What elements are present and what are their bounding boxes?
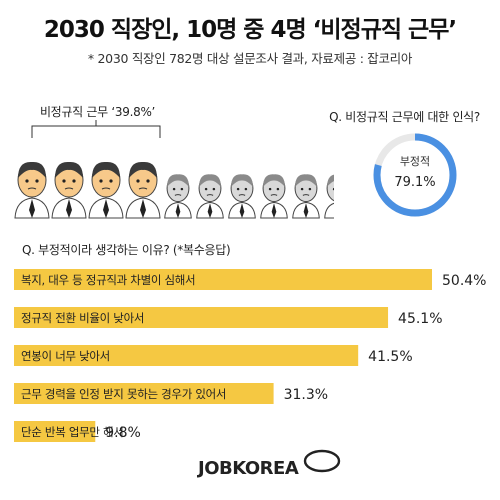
bar [14, 421, 96, 442]
bar-category-label: 단순 반복 업무만 해서 [21, 425, 124, 439]
reasons-bar-chart: 복지, 대우 등 정규직과 차별이 심해서 50.4% 정규직 전환 비율이 낮아서… [14, 269, 486, 442]
bracket-line [31, 120, 161, 138]
bar-category-label: 정규직 전환 비율이 낮아서 [21, 311, 144, 325]
bar-value-label: 9.8% [105, 425, 141, 441]
person-icon-highlight [51, 161, 87, 219]
reasons-question: Q. 부정적이라 생각하는 이유? (*복수응답) [22, 243, 231, 257]
bar-value-label: 50.4% [442, 273, 486, 289]
person-icon-highlight [14, 161, 50, 219]
bar-value-label: 41.5% [368, 349, 412, 365]
person-icon-highlight [125, 161, 161, 219]
bar-value-label: 31.3% [284, 387, 328, 403]
perception-question: Q. 비정규직 근무에 대한 인식? [329, 110, 480, 124]
page-title: 2030 직장인, 10명 중 4명 ‘비정규직 근무’ [43, 17, 457, 43]
jobkorea-logo: JOBKOREA [198, 458, 299, 479]
person-icon [228, 174, 256, 219]
donut-chart [373, 133, 457, 217]
person-icon [260, 174, 288, 219]
donut-label: 부정적 [399, 155, 431, 168]
donut-value: 79.1% [394, 175, 436, 190]
person-icon [164, 174, 192, 219]
page-subtitle: * 2030 직장인 782명 대상 설문조사 결과, 자료제공 : 잡코리아 [87, 51, 413, 66]
person-icon [292, 174, 320, 219]
bar [14, 307, 389, 328]
bar-category-label: 근무 경력을 인정 받지 못하는 경우가 있어서 [21, 387, 226, 401]
person-icon [196, 174, 224, 219]
person-icon [324, 174, 334, 219]
bar [14, 383, 274, 404]
bar [14, 345, 359, 366]
person-icon-highlight [88, 161, 124, 219]
bar-category-label: 복지, 대우 등 정규직과 차별이 심해서 [21, 273, 195, 287]
people-icons [14, 161, 334, 219]
bar-category-label: 연봉이 너무 낮아서 [21, 349, 110, 363]
logo-oval-icon [303, 449, 341, 473]
donut-arc [373, 133, 457, 217]
bar-value-label: 45.1% [398, 311, 442, 327]
bar [14, 269, 432, 290]
bracket-label: 비정규직 근무 ‘39.8%’ [39, 105, 156, 119]
